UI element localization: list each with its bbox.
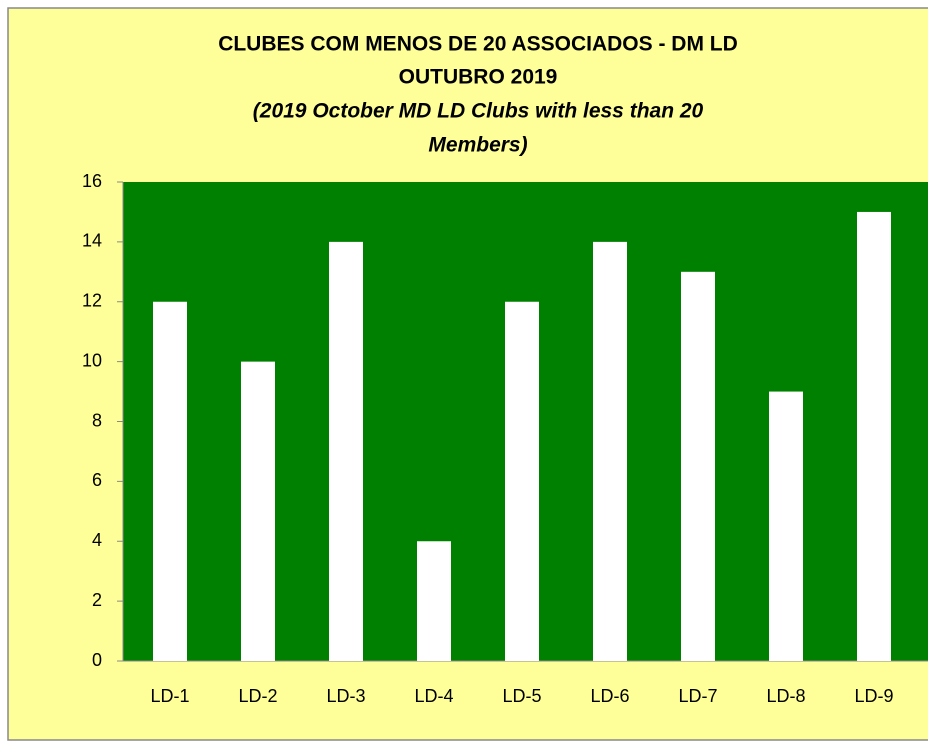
bar bbox=[417, 541, 451, 661]
bar bbox=[329, 241, 363, 661]
bar bbox=[241, 361, 275, 661]
x-tick-label: LD-6 bbox=[590, 686, 629, 706]
x-tick-label: LD-7 bbox=[678, 686, 717, 706]
y-tick-label: 16 bbox=[82, 171, 102, 191]
chart-subtitle: (2019 October MD LD Clubs with less than… bbox=[253, 100, 704, 123]
bar bbox=[153, 301, 187, 661]
y-tick-label: 2 bbox=[92, 590, 102, 610]
bar bbox=[681, 271, 715, 661]
bar bbox=[769, 391, 803, 661]
bar bbox=[505, 301, 539, 661]
x-tick-label: LD-8 bbox=[766, 686, 805, 706]
y-tick-label: 6 bbox=[92, 470, 102, 490]
bar bbox=[857, 211, 891, 661]
chart-subtitle: Members) bbox=[428, 134, 527, 157]
chart-title: CLUBES COM MENOS DE 20 ASSOCIADOS - DM L… bbox=[218, 33, 738, 56]
x-tick-label: LD-3 bbox=[326, 686, 365, 706]
x-tick-label: LD-4 bbox=[414, 686, 453, 706]
y-tick-label: 12 bbox=[82, 291, 102, 311]
x-tick-label: LD-2 bbox=[238, 686, 277, 706]
y-tick-label: 0 bbox=[92, 650, 102, 670]
x-tick-label: LD-9 bbox=[854, 686, 893, 706]
bar bbox=[593, 241, 627, 661]
y-tick-label: 4 bbox=[92, 530, 102, 550]
x-tick-label: LD-5 bbox=[502, 686, 541, 706]
chart-title: OUTUBRO 2019 bbox=[399, 66, 558, 89]
y-tick-label: 10 bbox=[82, 350, 102, 370]
y-tick-label: 8 bbox=[92, 410, 102, 430]
x-tick-label: LD-1 bbox=[150, 686, 189, 706]
y-tick-label: 14 bbox=[82, 231, 102, 251]
